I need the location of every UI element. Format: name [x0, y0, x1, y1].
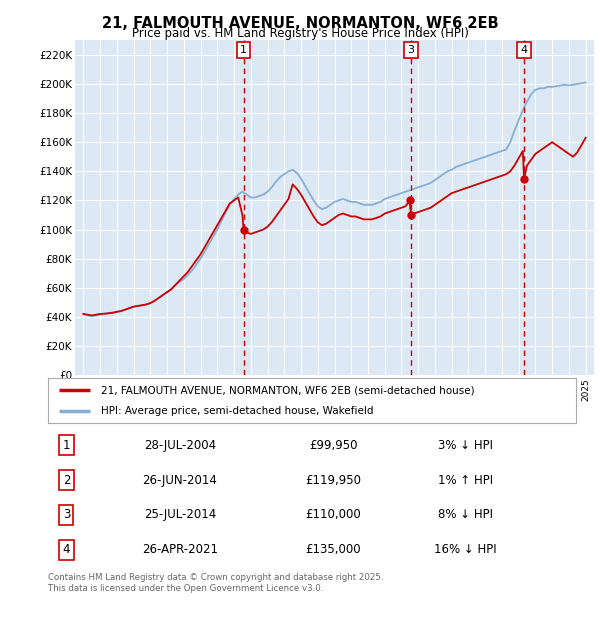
Text: £135,000: £135,000 — [305, 543, 361, 556]
Text: 1: 1 — [240, 45, 247, 55]
Text: 26-JUN-2014: 26-JUN-2014 — [143, 474, 217, 487]
Text: £99,950: £99,950 — [309, 439, 358, 452]
Text: 25-JUL-2014: 25-JUL-2014 — [144, 508, 216, 521]
Text: 26-APR-2021: 26-APR-2021 — [142, 543, 218, 556]
Text: 21, FALMOUTH AVENUE, NORMANTON, WF6 2EB: 21, FALMOUTH AVENUE, NORMANTON, WF6 2EB — [101, 16, 499, 30]
Text: Contains HM Land Registry data © Crown copyright and database right 2025.
This d: Contains HM Land Registry data © Crown c… — [48, 574, 383, 593]
Text: HPI: Average price, semi-detached house, Wakefield: HPI: Average price, semi-detached house,… — [101, 405, 373, 416]
Text: 28-JUL-2004: 28-JUL-2004 — [144, 439, 216, 452]
Text: 1% ↑ HPI: 1% ↑ HPI — [437, 474, 493, 487]
Text: 8% ↓ HPI: 8% ↓ HPI — [437, 508, 493, 521]
Text: 3: 3 — [407, 45, 415, 55]
Text: 16% ↓ HPI: 16% ↓ HPI — [434, 543, 496, 556]
Text: £119,950: £119,950 — [305, 474, 361, 487]
Text: 3: 3 — [63, 508, 70, 521]
Text: Price paid vs. HM Land Registry's House Price Index (HPI): Price paid vs. HM Land Registry's House … — [131, 27, 469, 40]
Text: 2: 2 — [63, 474, 70, 487]
Text: 3% ↓ HPI: 3% ↓ HPI — [437, 439, 493, 452]
Text: 4: 4 — [520, 45, 527, 55]
Text: 21, FALMOUTH AVENUE, NORMANTON, WF6 2EB (semi-detached house): 21, FALMOUTH AVENUE, NORMANTON, WF6 2EB … — [101, 385, 475, 396]
Text: £110,000: £110,000 — [305, 508, 361, 521]
Text: 4: 4 — [63, 543, 70, 556]
Text: 1: 1 — [63, 439, 70, 452]
